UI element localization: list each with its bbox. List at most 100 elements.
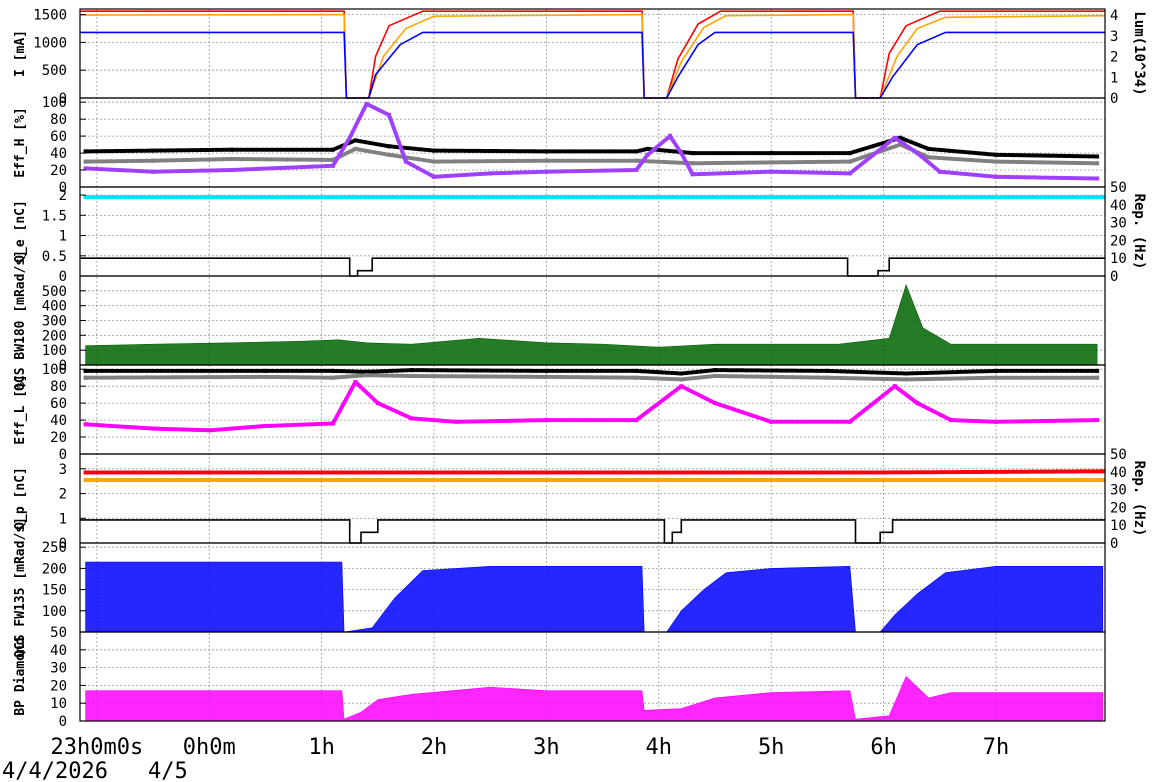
panel-frame xyxy=(79,186,1106,277)
series-line xyxy=(80,257,1105,277)
data-point xyxy=(825,368,830,373)
data-point xyxy=(375,401,380,406)
data-point xyxy=(409,374,414,378)
y-tick-label: 2 xyxy=(59,188,67,204)
data-point xyxy=(949,418,953,423)
data-point xyxy=(713,368,717,373)
y2-tick-label: 0 xyxy=(1110,269,1118,285)
data-point xyxy=(825,375,830,380)
data-point xyxy=(915,401,920,406)
y-tick-label: 1 xyxy=(59,229,67,245)
data-point xyxy=(994,375,998,380)
y-tick-label: 0 xyxy=(59,180,67,196)
y-axis-label: Q_e [nC] xyxy=(13,200,28,263)
y-tick-label: 0 xyxy=(59,269,67,285)
y-axis-label: I [mA] xyxy=(13,30,28,77)
data-point xyxy=(229,168,234,172)
data-point xyxy=(915,151,920,156)
series-area xyxy=(85,283,1098,366)
data-point xyxy=(769,160,774,165)
data-point xyxy=(83,166,88,171)
data-point xyxy=(847,470,852,475)
data-point xyxy=(330,368,335,373)
y-axis-label: QCS BW180 [mRad/s] xyxy=(13,250,28,391)
data-point xyxy=(898,142,903,147)
data-point xyxy=(330,375,335,380)
data-point xyxy=(387,144,392,149)
data-point xyxy=(645,152,650,157)
series-line xyxy=(80,13,1105,99)
y-tick-label: 1000 xyxy=(33,35,67,51)
y-axis-label: QCS FW135 [mRad/s] xyxy=(13,517,28,658)
y-tick-label: 30 xyxy=(50,661,67,677)
data-point xyxy=(353,195,358,200)
data-point xyxy=(679,377,684,382)
y-tick-label: 0 xyxy=(59,536,67,552)
y-axis-label: Q_p [nC] xyxy=(13,467,28,530)
data-point xyxy=(662,478,667,482)
data-point xyxy=(713,401,717,406)
data-point xyxy=(904,371,909,376)
y-tick-label: 2 xyxy=(59,487,67,503)
y2-tick-label: 10 xyxy=(1110,251,1127,267)
data-point xyxy=(339,195,344,200)
y-tick-label: 300 xyxy=(42,314,67,330)
data-point xyxy=(847,151,852,156)
data-point xyxy=(488,171,493,176)
data-point xyxy=(634,158,639,163)
data-point xyxy=(83,470,88,475)
y-tick-label: 20 xyxy=(50,163,67,179)
y-tick-label: 20 xyxy=(50,678,67,694)
data-point xyxy=(1095,368,1100,373)
data-point xyxy=(994,159,998,164)
data-point xyxy=(634,168,639,172)
data-point xyxy=(544,195,549,200)
data-point xyxy=(432,174,436,179)
y-tick-label: 50 xyxy=(50,625,67,641)
y-tick-label: 500 xyxy=(42,63,67,79)
data-point xyxy=(838,195,843,200)
data-point xyxy=(544,368,549,373)
data-point xyxy=(847,419,852,424)
data-point xyxy=(1095,154,1100,159)
data-point xyxy=(892,384,897,389)
y2-tick-label: 1 xyxy=(1110,70,1118,86)
series-band xyxy=(83,142,1100,166)
data-point xyxy=(634,375,639,380)
y-tick-label: 250 xyxy=(42,540,67,556)
y-tick-label: 1500 xyxy=(33,8,67,24)
data-point xyxy=(207,470,212,475)
data-point xyxy=(454,419,459,424)
panel-frame xyxy=(79,8,1106,99)
data-point xyxy=(353,146,358,151)
data-point xyxy=(769,419,774,424)
y-tick-label: 1.5 xyxy=(42,208,67,224)
data-point xyxy=(544,374,549,379)
data-point xyxy=(353,380,358,384)
data-point xyxy=(1100,469,1105,474)
y-axis-label: Eff_H [%] xyxy=(13,107,28,177)
data-point xyxy=(679,151,684,156)
data-point xyxy=(926,146,931,151)
y2-tick-label: 10 xyxy=(1110,518,1127,534)
y-tick-label: 400 xyxy=(42,299,67,315)
data-point xyxy=(330,421,335,426)
data-point xyxy=(83,368,88,373)
data-point xyxy=(876,470,880,475)
y-tick-label: 500 xyxy=(42,284,67,300)
data-point xyxy=(151,158,156,163)
y2-axis-label: Rep. (Hz) xyxy=(1131,194,1147,270)
y2-axis-label: Lum(10^34) xyxy=(1131,11,1147,95)
panel-frame xyxy=(79,631,1106,722)
data-point xyxy=(364,101,369,106)
data-point xyxy=(364,373,369,378)
data-point xyxy=(544,149,549,154)
panel-frames xyxy=(79,8,1106,722)
y-tick-label: 20 xyxy=(50,430,67,446)
data-point xyxy=(432,159,436,164)
y2-tick-label: 2 xyxy=(1110,50,1118,66)
data-point xyxy=(330,163,335,168)
data-point xyxy=(769,169,774,174)
